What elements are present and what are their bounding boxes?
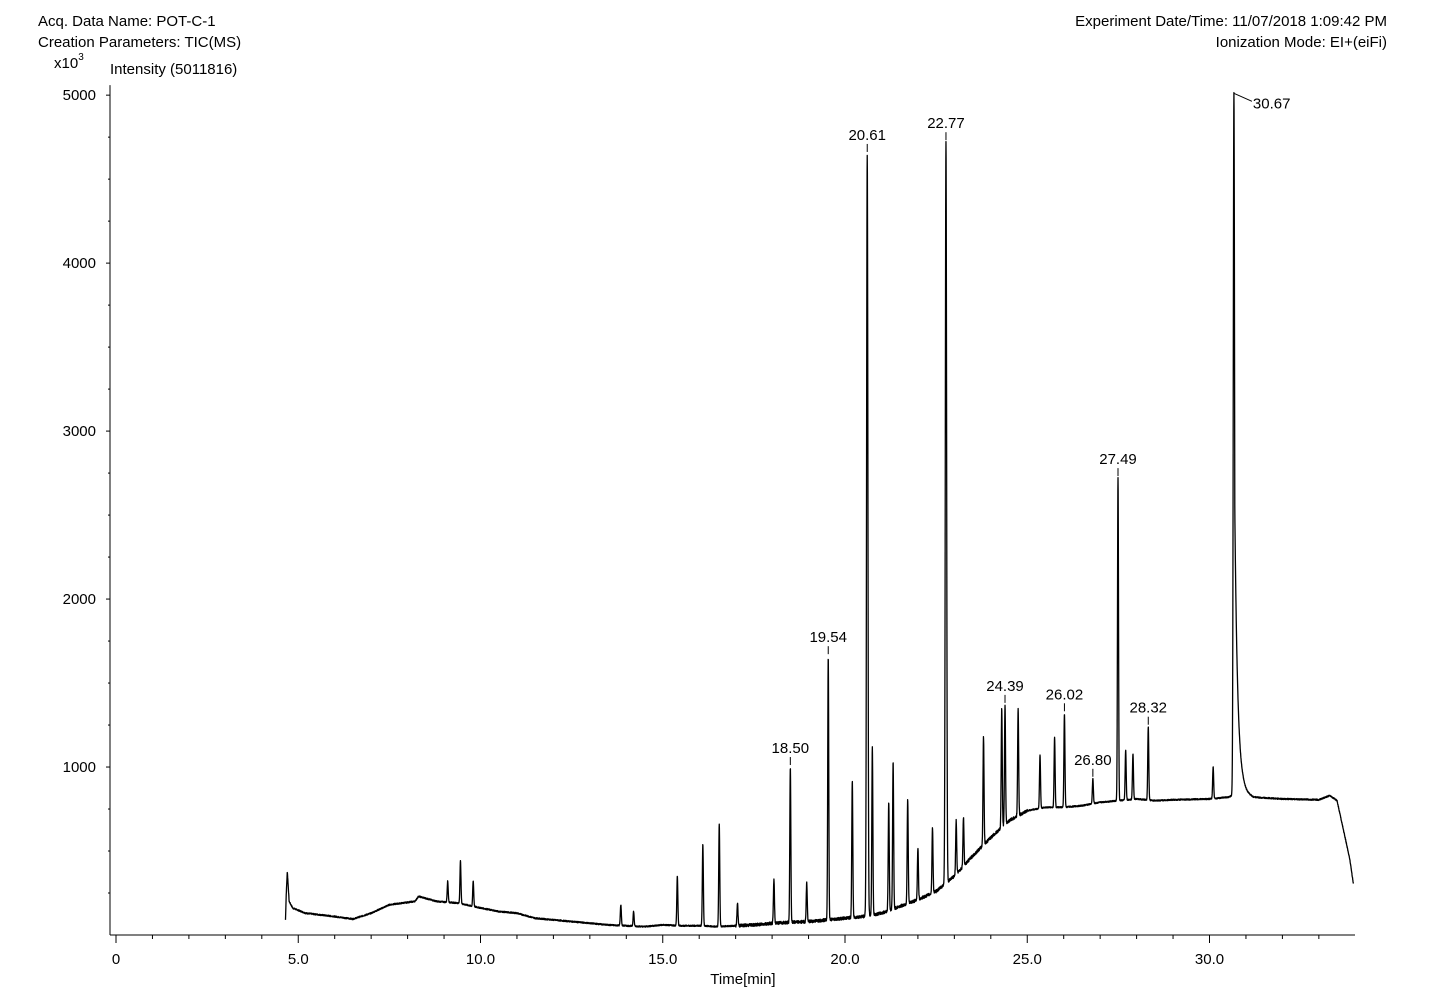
x-axis-label: Time[min]: [710, 971, 775, 988]
ionization-mode: Ionization Mode: EI+(eiFi): [1215, 34, 1387, 51]
header-right: Experiment Date/Time: 11/07/2018 1:09:42…: [1075, 11, 1387, 53]
experiment-datetime: Experiment Date/Time: 11/07/2018 1:09:42…: [1075, 13, 1387, 30]
x-tick-label: 5.0: [288, 951, 309, 968]
tic-trace: [284, 92, 1354, 928]
peak-label: 18.50: [772, 740, 810, 757]
creation-parameters: Creation Parameters: TIC(MS): [38, 34, 242, 51]
x-tick-label: 10.0: [466, 951, 495, 968]
peak-label: 19.54: [809, 629, 847, 646]
x-tick-label: 25.0: [1013, 951, 1042, 968]
series: [284, 92, 1354, 928]
peak-label: 24.39: [986, 678, 1024, 695]
multiplier-exponent: 3: [78, 52, 84, 63]
peak-label: 28.32: [1129, 700, 1167, 717]
x-tick-label: 0: [112, 951, 120, 968]
peak-label: 27.49: [1099, 451, 1137, 468]
peak-leader-line: [1233, 92, 1253, 102]
peak-label: 22.77: [927, 115, 965, 132]
y-tick-label: 5000: [63, 87, 96, 104]
x-tick-label: 20.0: [830, 951, 859, 968]
y-tick-label: 3000: [63, 423, 96, 440]
axes: 1000 2000 3000 4000 5000 0 5.0 10.0 15.0 20.0 25.0…: [63, 85, 1355, 968]
header-left: Acq. Data Name: POT-C-1 Creation Paramet…: [38, 11, 241, 53]
y-axis-multiplier: x103: [54, 52, 84, 72]
peak-label: 26.80: [1074, 752, 1112, 769]
intensity-label: Intensity (5011816): [110, 61, 238, 78]
x-tick-label: 30.0: [1195, 951, 1224, 968]
peak-labels: 18.50 19.54 20.61 22.77 24.39 26.02 26.80 27.49…: [772, 92, 1291, 777]
y-tick-label: 4000: [63, 255, 96, 272]
multiplier-base: x10: [54, 55, 79, 72]
peak-label: 30.67: [1253, 95, 1291, 112]
peak-label: 20.61: [848, 127, 886, 144]
y-tick-label: 2000: [63, 591, 96, 608]
peak-label: 26.02: [1046, 686, 1084, 703]
y-tick-label: 1000: [63, 759, 96, 776]
x-tick-label: 15.0: [648, 951, 677, 968]
acq-data-name: Acq. Data Name: POT-C-1: [38, 13, 216, 30]
